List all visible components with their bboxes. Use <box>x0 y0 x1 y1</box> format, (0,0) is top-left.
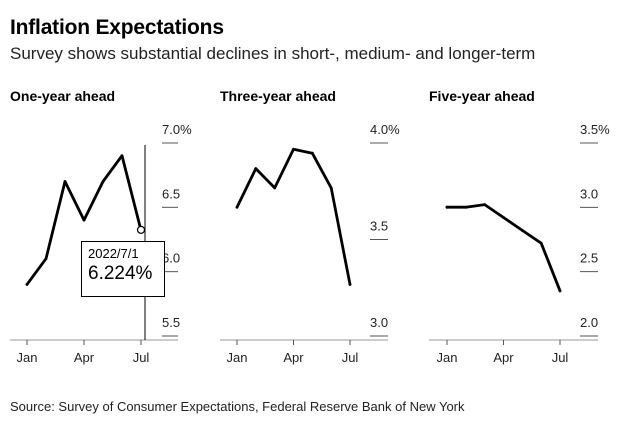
x-tick-label-0-0: Jan <box>17 350 38 365</box>
chart-title: Inflation Expectations <box>10 16 224 39</box>
y-tick-label-0-0: 5.5 <box>162 315 180 330</box>
x-tick-label-1-2: Jul <box>342 350 359 365</box>
data-point-1-3 <box>292 147 295 151</box>
tooltip-value: 6.224% <box>88 263 153 284</box>
data-tooltip: 2022/7/1 6.224% <box>81 241 165 297</box>
y-tick-label-0-3: 7.0% <box>162 122 192 137</box>
data-point-2-2 <box>483 203 487 207</box>
series-line-1 <box>235 147 352 286</box>
y-tick-label-1-2: 4.0% <box>370 122 400 137</box>
y-tick-label-2-3: 3.5% <box>580 122 610 137</box>
y-tick-label-2-1: 2.5 <box>580 251 598 266</box>
data-point-0-3 <box>82 218 86 222</box>
x-tick-label-1-0: Jan <box>227 350 248 365</box>
x-tick-label-2-1: Apr <box>493 350 514 365</box>
x-tick-label-1-1: Apr <box>283 350 304 365</box>
data-point-2-4 <box>520 228 524 232</box>
data-point-0-4 <box>101 180 105 183</box>
panel-title-1: Three-year ahead <box>220 88 336 104</box>
data-point-1-4 <box>310 151 314 155</box>
tooltip-date: 2022/7/1 <box>88 246 139 261</box>
panel-title-0: One-year ahead <box>10 88 115 104</box>
data-point-1-0 <box>235 205 239 209</box>
data-point-1-6 <box>348 283 352 286</box>
y-tick-label-0-2: 6.5 <box>162 186 180 201</box>
data-point-1-2 <box>273 186 277 190</box>
panel-title-2: Five-year ahead <box>429 88 535 104</box>
x-tick-label-2-2: Jul <box>552 350 569 365</box>
data-point-0-0 <box>25 283 29 286</box>
y-tick-label-1-1: 3.5 <box>370 219 388 234</box>
hover-marker <box>136 225 146 234</box>
x-tick-label-2-0: Jan <box>437 350 458 365</box>
data-point-0-5 <box>120 154 124 158</box>
data-point-0-2 <box>63 180 67 183</box>
y-tick-label-0-1: 6.0 <box>162 251 180 266</box>
data-point-2-3 <box>502 216 505 219</box>
x-tick-label-0-1: Apr <box>74 350 95 365</box>
data-point-1-5 <box>329 186 333 190</box>
x-tick-label-0-2: Jul <box>133 350 150 365</box>
data-point-2-0 <box>445 205 449 209</box>
chart-subtitle: Survey shows substantial declines in sho… <box>10 44 536 63</box>
data-point-2-1 <box>464 205 468 209</box>
data-point-0-1 <box>44 257 48 261</box>
data-point-1-1 <box>254 167 258 171</box>
y-tick-label-2-2: 3.0 <box>580 186 598 201</box>
y-tick-label-1-0: 3.0 <box>370 315 388 330</box>
data-point-2-6 <box>558 289 562 293</box>
data-point-2-5 <box>539 241 543 245</box>
source-note: Source: Survey of Consumer Expectations,… <box>10 399 465 414</box>
y-tick-label-2-0: 2.0 <box>580 315 598 330</box>
